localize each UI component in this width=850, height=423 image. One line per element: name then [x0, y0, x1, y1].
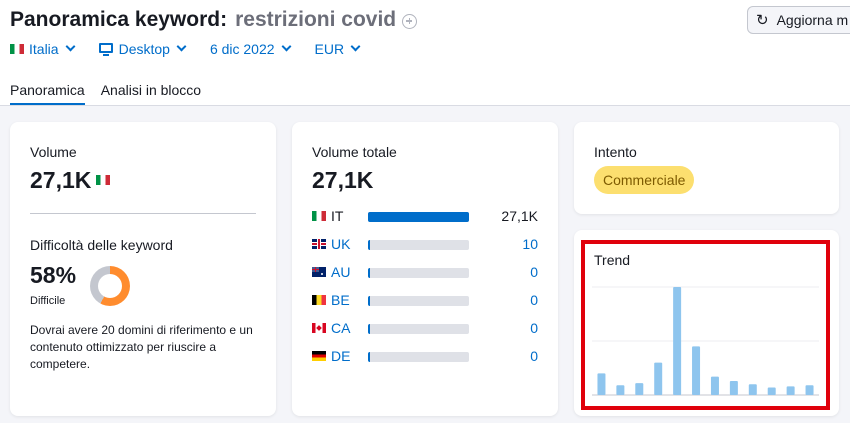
country-volume-bar — [368, 240, 469, 250]
keyword-difficulty-value: 58% — [30, 262, 77, 288]
intent-badge: Commerciale — [594, 166, 695, 194]
country-volume-bar-fill — [368, 268, 371, 278]
trend-bar-chart — [592, 286, 819, 396]
country-row-au[interactable]: AU 0 — [312, 264, 538, 280]
chevron-down-icon — [281, 41, 291, 51]
country-volume-bar — [368, 324, 469, 334]
country-row-de[interactable]: DE 0 — [312, 348, 538, 364]
trend-bar[interactable] — [786, 386, 795, 395]
refresh-icon: ↻ — [756, 12, 769, 29]
country-code-link[interactable]: UK — [331, 236, 351, 252]
country-volume-bar-fill — [368, 296, 371, 306]
trend-bar[interactable] — [616, 385, 625, 395]
keyword-difficulty-label: Difficoltà delle keyword — [30, 237, 173, 253]
trend-label: Trend — [594, 252, 631, 268]
country-code-link[interactable]: DE — [331, 348, 351, 364]
country-volume-value[interactable]: 0 — [530, 348, 538, 364]
country-volume-value[interactable]: 10 — [522, 236, 538, 252]
country-filter-label: Italia — [29, 41, 59, 57]
refresh-button-label: Aggiorna m — [776, 12, 849, 28]
currency-filter-label: EUR — [314, 41, 345, 57]
country-volume-bar — [368, 352, 469, 362]
country-row-it: IT 27,1K — [312, 208, 538, 224]
tab-panoramica[interactable]: Panoramica — [10, 82, 85, 105]
trend-bar[interactable] — [748, 384, 757, 395]
trend-bar[interactable] — [710, 376, 719, 395]
country-volume-bar-fill — [368, 324, 371, 334]
country-row-uk[interactable]: UK 10 — [312, 236, 538, 252]
trend-bar[interactable] — [767, 387, 776, 395]
country-code-link[interactable]: BE — [331, 292, 350, 308]
country-volume-value[interactable]: 0 — [530, 264, 538, 280]
tab-analisi-in-blocco[interactable]: Analisi in blocco — [100, 82, 202, 98]
currency-filter[interactable]: EUR — [314, 41, 361, 57]
device-filter[interactable]: Desktop — [98, 41, 187, 57]
device-filter-label: Desktop — [118, 41, 170, 57]
top-bar: Panoramica keyword: restrizioni covid ↻ … — [0, 0, 850, 106]
country-volume-bar-fill — [368, 352, 371, 362]
italy-flag-icon — [312, 211, 326, 221]
italy-flag-icon — [96, 175, 110, 185]
country-volume-value[interactable]: 0 — [530, 292, 538, 308]
volume-value: 27,1K — [30, 167, 92, 193]
trend-bar[interactable] — [597, 373, 606, 395]
total-volume-value: 27,1K — [312, 167, 374, 193]
chevron-down-icon — [350, 41, 361, 51]
total-volume-label: Volume totale — [312, 144, 397, 160]
intent-label: Intento — [594, 144, 637, 160]
date-filter[interactable]: 6 dic 2022 — [209, 41, 291, 57]
germany-flag-icon — [312, 351, 326, 361]
trend-bar[interactable] — [635, 383, 644, 395]
country-volume-bar-fill — [368, 212, 469, 222]
australia-flag-icon — [312, 267, 326, 277]
belgium-flag-icon — [312, 295, 326, 305]
refresh-button[interactable]: ↻ Aggiorna m — [747, 6, 850, 34]
country-filter[interactable]: Italia — [10, 41, 76, 57]
intent-card: Intento Commerciale — [574, 122, 839, 214]
divider — [30, 213, 256, 214]
difficulty-donut-chart — [90, 266, 130, 306]
uk-flag-icon — [312, 239, 326, 249]
add-to-list-plus-icon[interactable] — [402, 13, 418, 29]
country-volume-value[interactable]: 0 — [530, 320, 538, 336]
country-volume-value: 27,1K — [501, 208, 538, 224]
chevron-down-icon — [65, 41, 76, 51]
volume-card: Volume 27,1K Difficoltà delle keyword 58… — [10, 122, 276, 416]
page-title: Panoramica keyword: restrizioni covid — [10, 8, 418, 32]
trend-highlight-box — [581, 240, 830, 410]
volume-label: Volume — [30, 144, 77, 160]
filters-bar: Italia Desktop 6 dic 2022 EUR — [10, 41, 384, 57]
trend-card: Trend — [574, 230, 839, 416]
country-code-link[interactable]: AU — [331, 264, 351, 280]
country-volume-bar — [368, 268, 469, 278]
country-volume-bar-fill — [368, 240, 371, 250]
country-code: IT — [331, 208, 344, 224]
italy-flag-icon — [10, 44, 24, 54]
page-title-prefix: Panoramica keyword: — [10, 8, 228, 31]
trend-bar[interactable] — [692, 346, 701, 395]
country-row-be[interactable]: BE 0 — [312, 292, 538, 308]
chevron-down-icon — [176, 41, 187, 51]
desktop-icon — [98, 43, 113, 56]
date-filter-label: 6 dic 2022 — [209, 41, 275, 57]
trend-bar[interactable] — [729, 380, 738, 395]
trend-bar[interactable] — [654, 362, 663, 395]
trend-bar[interactable] — [673, 287, 682, 395]
country-code-link[interactable]: CA — [331, 320, 351, 336]
difficulty-level-label: Difficile — [30, 295, 66, 307]
difficulty-description: Dovrai avere 20 domini di riferimento e … — [30, 323, 253, 371]
canada-flag-icon — [312, 323, 326, 333]
tabs: Panoramica Analisi in blocco — [10, 82, 217, 105]
total-volume-card: Volume totale 27,1K IT 27,1K UK 10 AU 0 … — [292, 122, 558, 416]
trend-bar[interactable] — [805, 385, 814, 395]
country-volume-bar — [368, 296, 469, 306]
country-volume-bar — [368, 212, 469, 222]
country-row-ca[interactable]: CA 0 — [312, 320, 538, 336]
page-title-keyword: restrizioni covid — [235, 8, 397, 31]
